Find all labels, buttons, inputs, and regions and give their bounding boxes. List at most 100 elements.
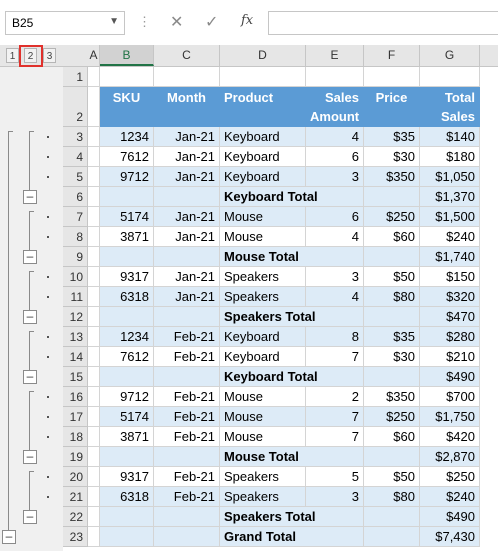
- cell[interactable]: [420, 67, 480, 87]
- cell[interactable]: [100, 307, 154, 327]
- product-cell[interactable]: Mouse: [220, 227, 306, 247]
- product-cell[interactable]: Keyboard: [220, 127, 306, 147]
- column-header-d[interactable]: D: [220, 45, 306, 66]
- product-cell[interactable]: Mouse: [220, 387, 306, 407]
- product-cell[interactable]: Speakers: [220, 287, 306, 307]
- cell[interactable]: [88, 527, 100, 547]
- outline-level-3-button[interactable]: 3: [43, 48, 56, 63]
- cell[interactable]: [88, 327, 100, 347]
- price-cell[interactable]: $50: [364, 267, 420, 287]
- product-cell[interactable]: Keyboard: [220, 327, 306, 347]
- month-cell[interactable]: Feb-21: [154, 327, 220, 347]
- sku-cell[interactable]: 9317: [100, 267, 154, 287]
- sales-amount-cell[interactable]: 3: [306, 267, 364, 287]
- subtotal-label[interactable]: Mouse Total: [220, 247, 364, 267]
- cell[interactable]: [88, 87, 100, 127]
- row-header[interactable]: 23: [63, 527, 88, 547]
- subtotal-label[interactable]: Speakers Total: [220, 307, 364, 327]
- cell[interactable]: [100, 447, 154, 467]
- total-sales-cell[interactable]: $2,870: [420, 447, 480, 467]
- subtotal-label[interactable]: Mouse Total: [220, 447, 364, 467]
- cell[interactable]: [306, 67, 364, 87]
- cell[interactable]: [88, 507, 100, 527]
- cell[interactable]: [154, 67, 220, 87]
- sku-cell[interactable]: 6318: [100, 487, 154, 507]
- sales-amount-cell[interactable]: 7: [306, 407, 364, 427]
- insert-function-icon[interactable]: fx: [241, 13, 254, 28]
- sales-amount-cell[interactable]: 7: [306, 427, 364, 447]
- sku-cell[interactable]: 1234: [100, 127, 154, 147]
- cell[interactable]: [100, 507, 154, 527]
- price-cell[interactable]: $30: [364, 147, 420, 167]
- cell[interactable]: [364, 187, 420, 207]
- total-sales-cell[interactable]: $1,750: [420, 407, 480, 427]
- price-cell[interactable]: $350: [364, 167, 420, 187]
- price-cell[interactable]: $80: [364, 287, 420, 307]
- cell[interactable]: [154, 527, 220, 547]
- price-cell[interactable]: $250: [364, 207, 420, 227]
- row-header[interactable]: 11: [63, 287, 88, 307]
- cell[interactable]: [154, 247, 220, 267]
- header-sku[interactable]: SKU: [100, 87, 154, 127]
- enter-icon[interactable]: ✓: [205, 14, 219, 31]
- cell[interactable]: [88, 67, 100, 87]
- cell[interactable]: [154, 187, 220, 207]
- collapse-minus-icon[interactable]: –: [2, 530, 16, 544]
- cell[interactable]: [100, 527, 154, 547]
- product-cell[interactable]: Keyboard: [220, 147, 306, 167]
- collapse-minus-icon[interactable]: –: [23, 310, 37, 324]
- cell[interactable]: [88, 427, 100, 447]
- total-sales-cell[interactable]: $250: [420, 467, 480, 487]
- cell[interactable]: [364, 67, 420, 87]
- drag-handle-icon[interactable]: ⋮: [138, 14, 151, 29]
- cell[interactable]: [88, 347, 100, 367]
- cell[interactable]: [154, 307, 220, 327]
- column-header-g[interactable]: G: [420, 45, 480, 66]
- sales-amount-cell[interactable]: 4: [306, 287, 364, 307]
- cell[interactable]: [88, 387, 100, 407]
- sales-amount-cell[interactable]: 3: [306, 487, 364, 507]
- sales-amount-cell[interactable]: 6: [306, 207, 364, 227]
- sku-cell[interactable]: 1234: [100, 327, 154, 347]
- cell[interactable]: [88, 287, 100, 307]
- total-sales-cell[interactable]: $1,500: [420, 207, 480, 227]
- month-cell[interactable]: Feb-21: [154, 407, 220, 427]
- sku-cell[interactable]: 9712: [100, 167, 154, 187]
- product-cell[interactable]: Keyboard: [220, 347, 306, 367]
- row-header[interactable]: 13: [63, 327, 88, 347]
- cell[interactable]: [364, 507, 420, 527]
- sku-cell[interactable]: 9712: [100, 387, 154, 407]
- month-cell[interactable]: Feb-21: [154, 487, 220, 507]
- row-header[interactable]: 14: [63, 347, 88, 367]
- header-month[interactable]: Month: [154, 87, 220, 127]
- sales-amount-cell[interactable]: 3: [306, 167, 364, 187]
- name-box[interactable]: B25 ▼: [5, 11, 125, 35]
- subtotal-label[interactable]: Speakers Total: [220, 507, 364, 527]
- sku-cell[interactable]: 9317: [100, 467, 154, 487]
- month-cell[interactable]: Feb-21: [154, 387, 220, 407]
- total-sales-cell[interactable]: $140: [420, 127, 480, 147]
- total-sales-cell[interactable]: $240: [420, 227, 480, 247]
- row-header[interactable]: 1: [63, 67, 88, 87]
- formula-input[interactable]: [268, 11, 498, 35]
- total-sales-cell[interactable]: $280: [420, 327, 480, 347]
- cell[interactable]: [88, 407, 100, 427]
- cell[interactable]: [88, 167, 100, 187]
- collapse-minus-icon[interactable]: –: [23, 250, 37, 264]
- cell[interactable]: [364, 527, 420, 547]
- chevron-down-icon[interactable]: ▼: [109, 16, 119, 27]
- month-cell[interactable]: Jan-21: [154, 227, 220, 247]
- header-product[interactable]: Product: [220, 87, 306, 127]
- collapse-minus-icon[interactable]: –: [23, 510, 37, 524]
- product-cell[interactable]: Speakers: [220, 487, 306, 507]
- cell[interactable]: [88, 367, 100, 387]
- cell[interactable]: [364, 367, 420, 387]
- row-header[interactable]: 15: [63, 367, 88, 387]
- cell[interactable]: [88, 467, 100, 487]
- row-header[interactable]: 3: [63, 127, 88, 147]
- month-cell[interactable]: Feb-21: [154, 347, 220, 367]
- row-header[interactable]: 4: [63, 147, 88, 167]
- month-cell[interactable]: Jan-21: [154, 167, 220, 187]
- product-cell[interactable]: Speakers: [220, 267, 306, 287]
- product-cell[interactable]: Keyboard: [220, 167, 306, 187]
